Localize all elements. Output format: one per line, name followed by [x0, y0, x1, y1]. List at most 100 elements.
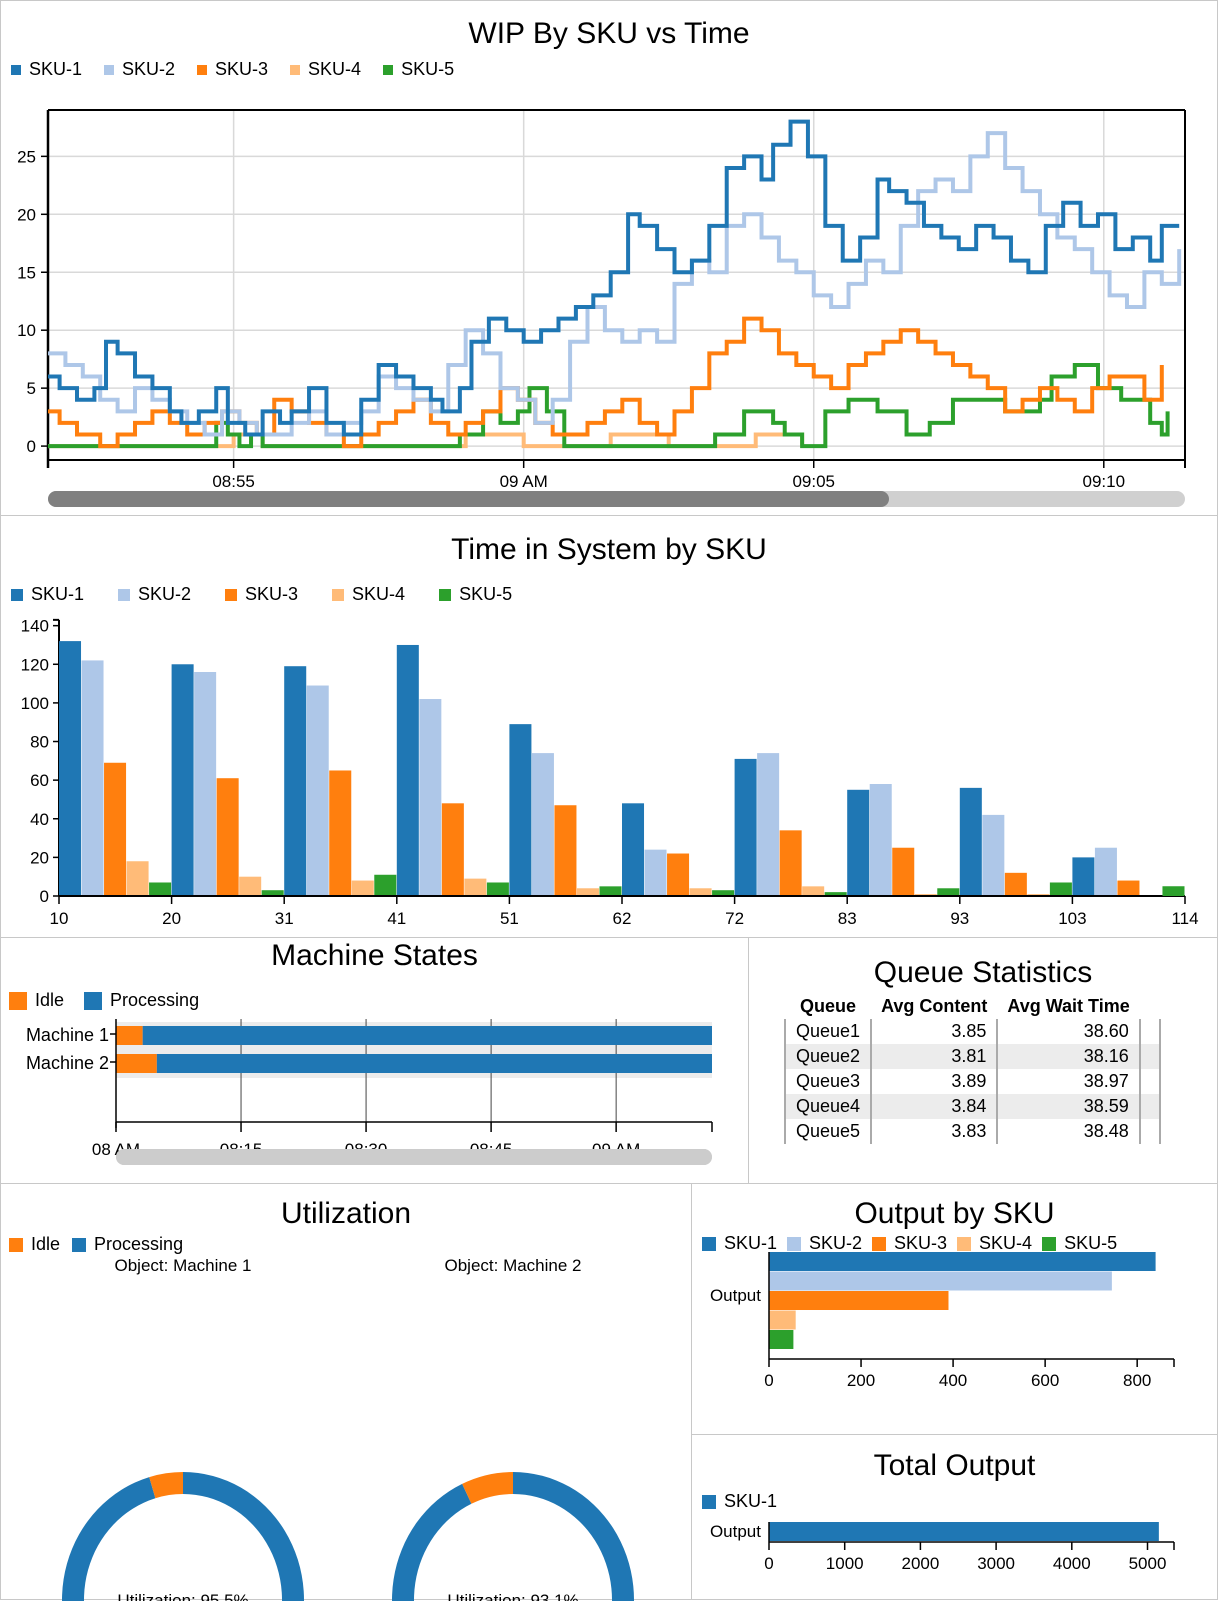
wip-scroll-thumb[interactable] [48, 491, 890, 507]
legend-swatch-processing [84, 991, 103, 1010]
legend-swatch-idle [9, 991, 27, 1010]
x-tick-label: 09 AM [500, 472, 548, 491]
ms-scrollbar[interactable] [116, 1149, 712, 1165]
legend-item-sku-3[interactable]: SKU-3 [225, 584, 298, 605]
column-header-queue: Queue [800, 996, 857, 1016]
y-tick-label: 20 [30, 848, 49, 867]
bar-sku-4 [769, 1310, 796, 1330]
bar-sku-3 [554, 805, 577, 896]
legend-item-sku-2[interactable]: SKU-2 [104, 59, 175, 80]
legend-item-sku-5[interactable]: SKU-5 [439, 584, 512, 605]
wip-chart[interactable]: 0 5 10 15 20 25 08:55 09 AM 09:05 09:10 [1, 1, 1218, 517]
donut-object-label: Object: Machine 2 [444, 1256, 581, 1275]
legend-swatch-sku-1 [11, 64, 21, 75]
legend-item-sku-5[interactable]: SKU-5 [383, 59, 454, 80]
bar-sku-5 [261, 890, 284, 896]
legend-item-sku-3[interactable]: SKU-3 [197, 59, 268, 80]
bar-sku-1 [769, 1522, 1159, 1541]
legend-swatch-sku-2 [104, 64, 115, 75]
bar-sku-2 [194, 672, 217, 896]
x-tick-label: 08:55 [212, 472, 255, 491]
bar-sku-5 [599, 886, 622, 896]
legend-item-sku-1[interactable]: SKU-1 [702, 1491, 777, 1512]
machine-states-panel: Machine States Idle Processing Machine 1 M… [0, 937, 749, 1184]
bar-sku-5 [712, 890, 735, 896]
table-row: Queue1 3.85 38.60 [783, 1019, 1161, 1044]
bar-sku-3 [892, 847, 915, 896]
bar-sku-1 [396, 644, 419, 896]
legend-label: SKU-3 [245, 584, 299, 604]
legend-item-sku-1[interactable]: SKU-1 [11, 59, 82, 80]
bar-sku-1 [284, 666, 307, 896]
x-tick-label: 31 [275, 909, 294, 928]
legend-item-sku-3[interactable]: SKU-3 [872, 1233, 947, 1254]
legend-item-sku-1[interactable]: SKU-1 [702, 1233, 777, 1254]
x-tick-label: 20 [162, 909, 181, 928]
util-chart: Object: Machine 1 Utilization: 95.5% Objec… [62, 1256, 634, 1601]
bar-sku-2 [81, 660, 104, 896]
x-tick-label: 400 [939, 1371, 967, 1390]
cell-spacer [1139, 1069, 1161, 1094]
legend-label: SKU-4 [308, 59, 362, 79]
bar-sku-4 [464, 878, 487, 896]
legend-item-sku-4[interactable]: SKU-4 [290, 59, 361, 80]
legend-swatch-sku-5 [439, 588, 452, 601]
legend-swatch-sku-4 [957, 1236, 972, 1251]
queue-stats-header-row: Queue Avg Content Avg Wait Time [785, 994, 1160, 1019]
legend-item-processing[interactable]: Processing [84, 990, 199, 1011]
legend-swatch-sku-2 [118, 588, 131, 601]
legend-label: SKU-5 [1064, 1233, 1118, 1253]
x-tick-label: 1000 [826, 1554, 864, 1573]
donut-center-label: Utilization: 93.1% [447, 1591, 578, 1601]
tis-chart-title: Time in System by SKU [451, 533, 767, 566]
bar-sku-5 [824, 892, 847, 896]
bar-sku-2 [1094, 847, 1117, 896]
legend-swatch-sku-3 [225, 588, 238, 601]
y-tick-label: 80 [30, 733, 49, 752]
bar-sku-1 [959, 787, 982, 896]
x-tick-label: 200 [847, 1371, 875, 1390]
legend-item-sku-1[interactable]: SKU-1 [11, 584, 84, 605]
donut-center-label: Utilization: 95.5% [117, 1591, 248, 1601]
cell-avg-wait: 38.97 [997, 1069, 1141, 1094]
bar-sku-5 [1049, 882, 1072, 896]
bar-sku-5 [769, 1330, 794, 1349]
cell-avg-content: 3.81 [871, 1044, 999, 1069]
legend-item-sku-2[interactable]: SKU-2 [118, 584, 191, 605]
bar-sku-4 [576, 888, 599, 896]
cell-avg-wait: 38.48 [997, 1119, 1141, 1144]
ms-scroll-thumb[interactable] [116, 1149, 712, 1165]
table-row: Queue3 3.89 38.97 [783, 1069, 1161, 1094]
table-row: Queue2 3.81 38.16 [783, 1044, 1161, 1069]
legend-item-sku-5[interactable]: SKU-5 [1042, 1233, 1117, 1254]
segment-idle [116, 1026, 143, 1045]
legend-item-sku-4[interactable]: SKU-4 [332, 584, 405, 605]
cell-avg-content: 3.83 [871, 1119, 999, 1144]
legend-label: Idle [31, 1234, 61, 1254]
legend-swatch-processing [72, 1237, 87, 1252]
legend-item-sku-2[interactable]: SKU-2 [787, 1233, 862, 1254]
bar-sku-1 [622, 803, 645, 896]
legend-item-idle[interactable]: Idle [9, 990, 64, 1011]
util-chart-title: Utilization [280, 1197, 412, 1230]
bar-sku-5 [374, 874, 397, 896]
cell-spacer [1139, 1094, 1161, 1119]
x-tick-label: 4000 [1053, 1554, 1091, 1573]
legend-item-idle[interactable]: Idle [9, 1234, 60, 1255]
legend-item-processing[interactable]: Processing [72, 1234, 183, 1255]
legend-swatch-sku-4 [332, 588, 345, 601]
wip-scrollbar[interactable] [48, 491, 1185, 507]
bar-sku-2 [531, 753, 554, 896]
bar-sku-1 [171, 664, 194, 896]
bar-sku-3 [769, 1291, 949, 1310]
legend-label: SKU-4 [979, 1233, 1033, 1253]
bar-sku-2 [644, 849, 667, 896]
bar-sku-1 [59, 641, 82, 896]
legend-item-sku-4[interactable]: SKU-4 [957, 1233, 1032, 1254]
series-line-sku-1 [48, 119, 1180, 437]
table-row: Queue4 3.84 38.59 [783, 1094, 1161, 1119]
segment-idle [116, 1054, 157, 1073]
legend-label: SKU-4 [352, 584, 406, 604]
bar-sku-2 [982, 814, 1005, 896]
bar-sku-5 [486, 882, 509, 896]
